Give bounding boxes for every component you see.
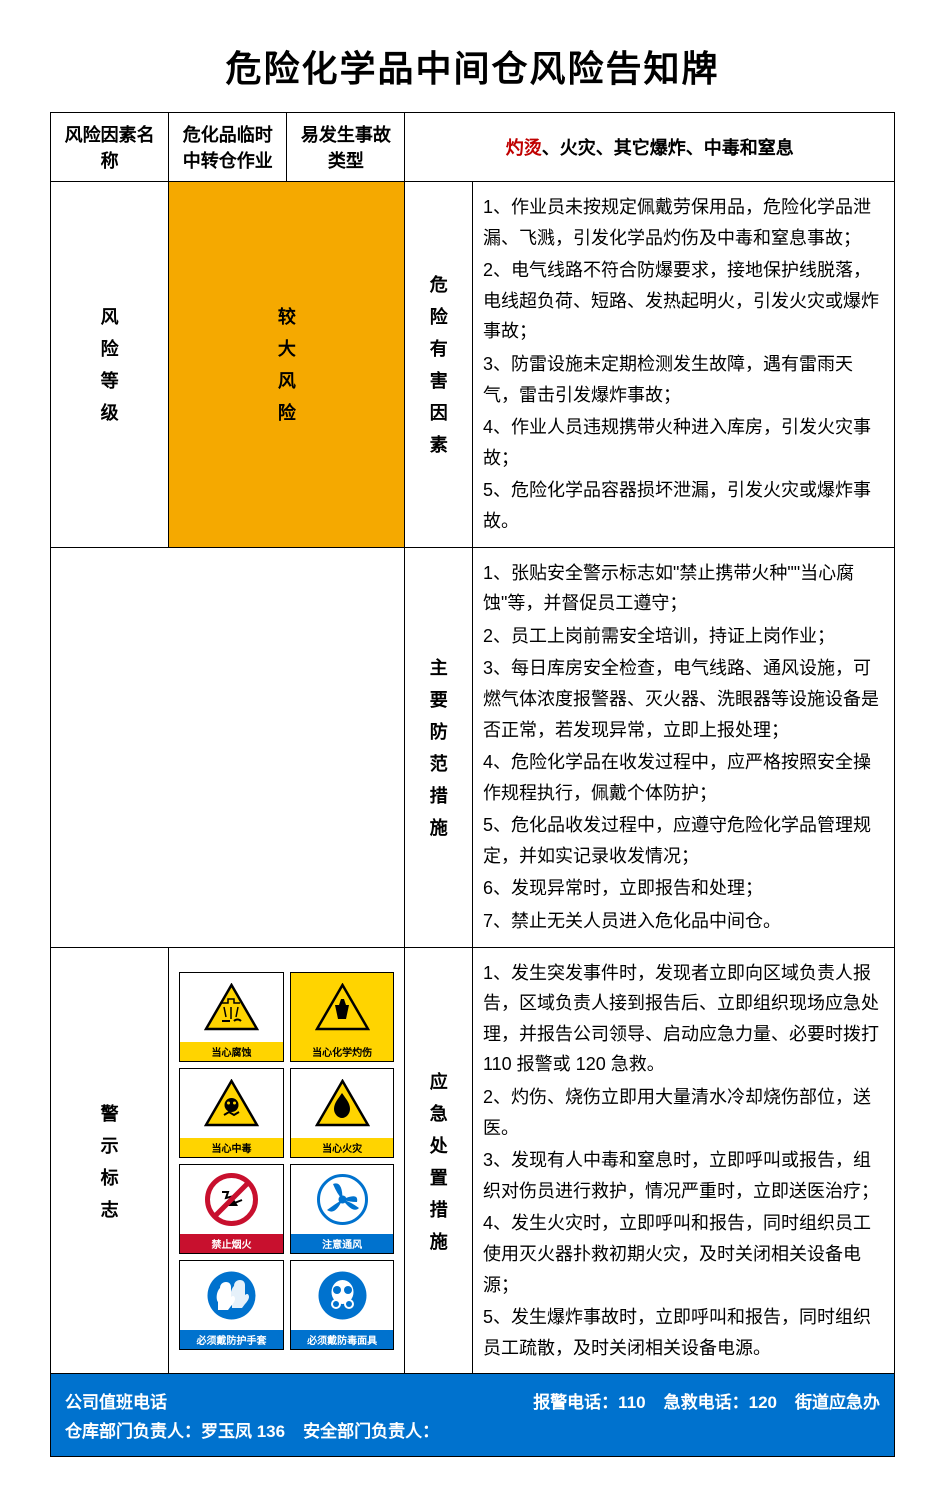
hdr-accident-type: 易发生事故类型 [287, 113, 405, 182]
prevention-content: 1、张贴安全警示标志如"禁止携带火种""当心腐蚀"等，并督促员工遵守； 2、员工… [472, 547, 894, 947]
list-item: 5、危险化学品容器损坏泄漏，引发火灾或爆炸事故。 [483, 475, 884, 536]
ventilation-icon [291, 1165, 394, 1234]
prevention-empty [51, 547, 405, 947]
sign-label: 当心腐蚀 [180, 1042, 283, 1061]
sign-corrosion: 当心腐蚀 [179, 972, 284, 1062]
list-item: 2、灼伤、烧伤立即用大量清水冷却烧伤部位，送医。 [483, 1082, 884, 1143]
sign-label: 禁止烟火 [180, 1234, 283, 1253]
sign-label: 注意通风 [291, 1234, 394, 1253]
footer-row-1: 公司值班电话 报警电话：110 急救电话：120 街道应急办 [65, 1388, 880, 1413]
corrosion-icon [180, 973, 283, 1042]
emergency-row: 警 示 标 志 当心腐蚀 当心化学灼伤 [51, 947, 895, 1374]
risk-level-row: 风 险 等 级 较 大 风 险 危 险 有 害 因 素 1、作业员未按规定佩戴劳… [51, 182, 895, 548]
list-item: 7、禁止无关人员进入危化品中间仓。 [483, 906, 884, 937]
accident-rest: 、火灾、其它爆炸、中毒和窒息 [542, 138, 794, 158]
warehouse-manager: 仓库部门负责人：罗玉凤 136 [65, 1417, 285, 1442]
hazard-factors-content: 1、作业员未按规定佩戴劳保用品，危险化学品泄漏、飞溅，引发化学品灼伤及中毒和窒息… [472, 182, 894, 548]
sign-no-fire: 禁止烟火 [179, 1164, 284, 1254]
sign-label: 当心火灾 [291, 1138, 394, 1157]
footer-row-2: 仓库部门负责人：罗玉凤 136 安全部门负责人： [65, 1417, 880, 1442]
hdr-accidents: 灼烫、火灾、其它爆炸、中毒和窒息 [405, 113, 895, 182]
emergency-content: 1、发生突发事件时，发现者立即向区域负责人报告，区域负责人接到报告后、立即组织现… [472, 947, 894, 1374]
sign-chemical-burn: 当心化学灼伤 [290, 972, 395, 1062]
list-item: 5、发生爆炸事故时，立即呼叫和报告，同时组织员工疏散，及时关闭相关设备电源。 [483, 1302, 884, 1363]
no-fire-icon [180, 1165, 283, 1234]
gloves-icon [180, 1261, 283, 1330]
company-duty-phone: 公司值班电话 [65, 1388, 167, 1413]
hdr-risk-factor: 风险因素名称 [51, 113, 169, 182]
list-item: 3、每日库房安全检查，电气线路、通风设施，可燃气体浓度报警器、灭火器、洗眼器等设… [483, 653, 884, 745]
safety-manager: 安全部门负责人： [303, 1417, 439, 1442]
alarm-phone: 报警电话：110 [533, 1388, 645, 1413]
fire-icon [291, 1069, 394, 1138]
list-item: 2、电气线路不符合防爆要求，接地保护线脱落，电线超负荷、短路、发热起明火，引发火… [483, 255, 884, 347]
emergency-label: 应 急 处 置 措 施 [405, 947, 473, 1374]
list-item: 1、作业员未按规定佩戴劳保用品，危险化学品泄漏、飞溅，引发化学品灼伤及中毒和窒息… [483, 192, 884, 253]
risk-level-value: 较 大 风 险 [169, 182, 405, 548]
hdr-operation: 危化品临时中转仓作业 [169, 113, 287, 182]
list-item: 5、危化品收发过程中，应遵守危险化学品管理规定，并如实记录收发情况； [483, 810, 884, 871]
accident-highlight: 灼烫 [506, 138, 542, 158]
street-emergency: 街道应急办 [795, 1388, 880, 1413]
prevention-row: 主 要 防 范 措 施 1、张贴安全警示标志如"禁止携带火种""当心腐蚀"等，并… [51, 547, 895, 947]
table-header-row: 风险因素名称 危化品临时中转仓作业 易发生事故类型 灼烫、火灾、其它爆炸、中毒和… [51, 113, 895, 182]
ambulance-phone: 急救电话：120 [664, 1388, 777, 1413]
risk-level-label: 风 险 等 级 [51, 182, 169, 548]
sign-label: 当心中毒 [180, 1138, 283, 1157]
sign-poison: 当心中毒 [179, 1068, 284, 1158]
sign-gloves: 必须戴防护手套 [179, 1260, 284, 1350]
list-item: 4、发生火灾时，立即呼叫和报告，同时组织员工使用灭火器扑救初期火灾，及时关闭相关… [483, 1208, 884, 1300]
list-item: 2、员工上岗前需安全培训，持证上岗作业； [483, 621, 884, 652]
list-item: 3、发现有人中毒和窒息时，立即呼叫或报告，组织对伤员进行救护，情况严重时，立即送… [483, 1145, 884, 1206]
list-item: 3、防雷设施未定期检测发生故障，遇有雷雨天气，雷击引发爆炸事故； [483, 349, 884, 410]
sign-label: 必须戴防护手套 [180, 1330, 283, 1349]
warning-signs-label: 警 示 标 志 [51, 947, 169, 1374]
gas-mask-icon [291, 1261, 394, 1330]
page-title: 危险化学品中间仓风险告知牌 [50, 40, 895, 92]
sign-ventilation: 注意通风 [290, 1164, 395, 1254]
list-item: 1、张贴安全警示标志如"禁止携带火种""当心腐蚀"等，并督促员工遵守； [483, 558, 884, 619]
risk-table: 风险因素名称 危化品临时中转仓作业 易发生事故类型 灼烫、火灾、其它爆炸、中毒和… [50, 112, 895, 1374]
warning-signs-grid-cell: 当心腐蚀 当心化学灼伤 当心中毒 [169, 947, 405, 1374]
sign-label: 当心化学灼伤 [291, 1042, 394, 1061]
list-item: 6、发现异常时，立即报告和处理； [483, 873, 884, 904]
warning-signs-grid: 当心腐蚀 当心化学灼伤 当心中毒 [175, 968, 398, 1354]
sign-fire: 当心火灾 [290, 1068, 395, 1158]
list-item: 1、发生突发事件时，发现者立即向区域负责人报告，区域负责人接到报告后、立即组织现… [483, 958, 884, 1080]
footer-bar: 公司值班电话 报警电话：110 急救电话：120 街道应急办 仓库部门负责人：罗… [50, 1374, 895, 1457]
chemical-burn-icon [291, 973, 394, 1042]
list-item: 4、危险化学品在收发过程中，应严格按照安全操作规程执行，佩戴个体防护； [483, 747, 884, 808]
poison-icon [180, 1069, 283, 1138]
prevention-label: 主 要 防 范 措 施 [405, 547, 473, 947]
sign-label: 必须戴防毒面具 [291, 1330, 394, 1349]
list-item: 4、作业人员违规携带火种进入库房，引发火灾事故； [483, 412, 884, 473]
hazard-factors-label: 危 险 有 害 因 素 [405, 182, 473, 548]
sign-gas-mask: 必须戴防毒面具 [290, 1260, 395, 1350]
